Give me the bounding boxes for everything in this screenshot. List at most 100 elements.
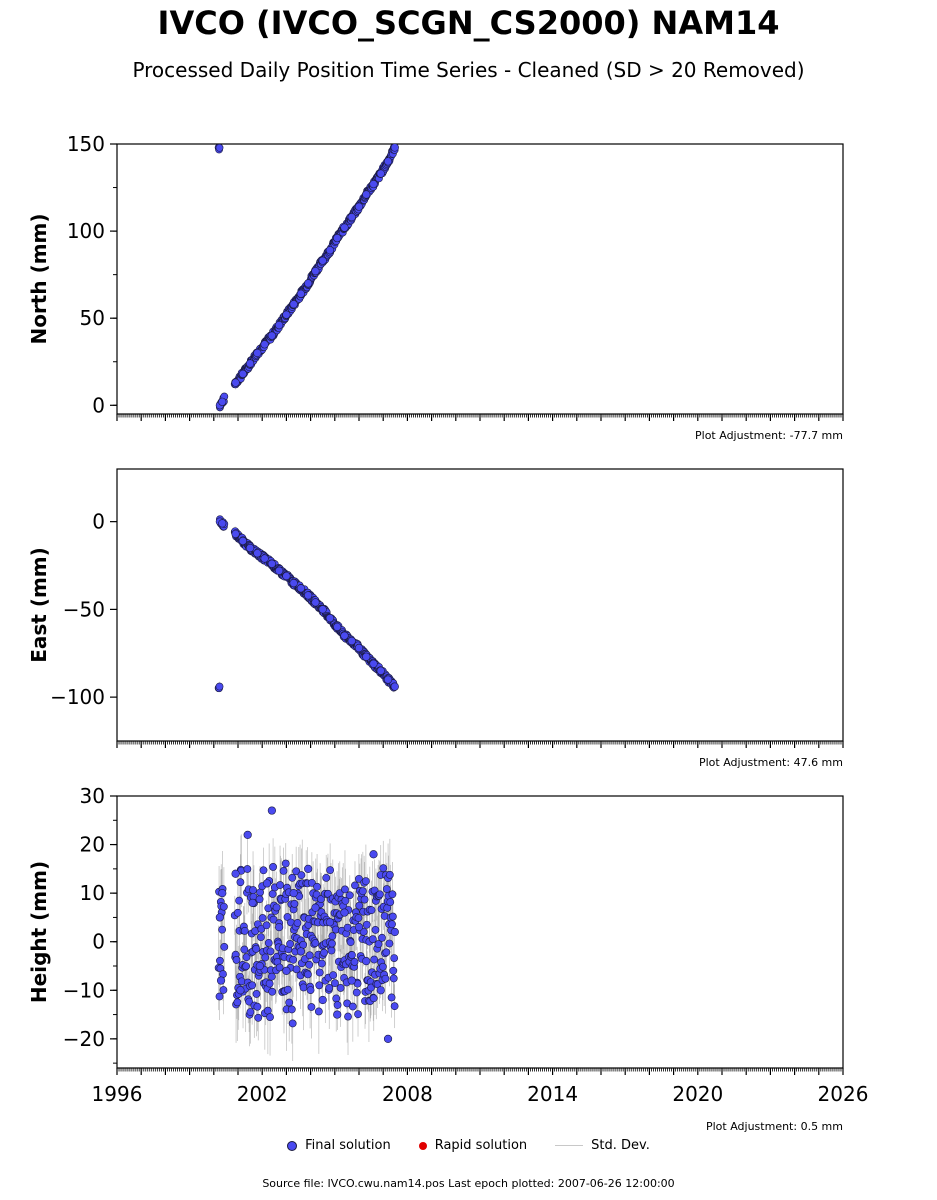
- final-solution-point: [233, 998, 242, 1007]
- final-solution-point: [361, 877, 370, 886]
- final-solution-point: [307, 1003, 316, 1011]
- legend-label-stddev: Std. Dev.: [591, 1138, 650, 1153]
- final-solution-point: [347, 976, 356, 985]
- rapid-solution-marker-icon: [418, 1141, 427, 1150]
- final-solution-point: [289, 889, 298, 898]
- final-solution-point: [345, 891, 354, 900]
- final-solution-point: [358, 887, 367, 896]
- final-solution-point: [382, 885, 391, 893]
- final-solution-point: [252, 990, 261, 998]
- final-solution-point: [388, 890, 397, 899]
- final-solution-point: [332, 994, 341, 1003]
- final-solution-point: [272, 903, 281, 912]
- height-ytick-label: 20: [80, 833, 105, 857]
- final-solution-point: [248, 981, 257, 990]
- final-solution-point: [275, 963, 284, 972]
- final-solution-point: [333, 622, 342, 632]
- final-solution-point: [260, 554, 269, 563]
- final-solution-point: [382, 948, 391, 957]
- final-solution-point: [376, 666, 385, 675]
- final-solution-point: [262, 879, 272, 888]
- final-solution-point: [235, 896, 244, 905]
- chart-title: IVCO (IVCO_SCGN_CS2000) NAM14: [157, 4, 780, 42]
- final-solution-point: [348, 1002, 357, 1011]
- chart-subtitle: Processed Daily Position Time Series - C…: [132, 58, 805, 82]
- north-ylabel: North (mm): [27, 213, 51, 344]
- final-solution-point: [383, 675, 393, 684]
- final-solution-point: [236, 878, 245, 887]
- final-solution-point: [296, 584, 306, 593]
- final-solution-point: [388, 912, 397, 921]
- height-ytick-label: −20: [63, 1027, 105, 1051]
- final-solution-point: [262, 921, 271, 930]
- final-solution-point: [261, 953, 270, 962]
- final-solution-point: [215, 913, 224, 922]
- final-solution-point: [317, 895, 325, 903]
- east-ytick-label: −50: [63, 597, 105, 621]
- final-solution-point: [304, 279, 313, 288]
- final-solution-point: [218, 519, 227, 528]
- height-ytick-label: −10: [63, 978, 105, 1002]
- final-solution-point: [290, 899, 299, 908]
- final-solution-point: [289, 300, 298, 309]
- final-solution-point: [340, 631, 349, 640]
- legend-item-rapid: Rapid solution: [418, 1138, 527, 1153]
- stddev-line-icon: [555, 1145, 584, 1146]
- final-solution-point: [281, 859, 290, 868]
- final-solution-point: [231, 529, 240, 539]
- final-solution-point: [369, 994, 378, 1003]
- final-solution-point: [282, 966, 291, 975]
- final-solution-point: [367, 983, 375, 992]
- final-solution-point: [279, 866, 288, 875]
- east-plot-adjustment: Plot Adjustment: 47.6 mm: [699, 756, 843, 769]
- north-axes-frame: [116, 143, 844, 415]
- final-solution-point: [267, 331, 276, 340]
- final-solution-point: [243, 830, 252, 839]
- height-plot-adjustment: Plot Adjustment: 0.5 mm: [706, 1120, 843, 1133]
- east-axes-frame: [116, 468, 844, 742]
- final-solution-point: [311, 267, 320, 276]
- final-solution-point: [390, 144, 399, 152]
- final-solution-point: [348, 951, 356, 959]
- final-solution-point: [354, 202, 364, 211]
- final-solution-point: [325, 614, 335, 623]
- final-solution-point: [253, 1002, 262, 1011]
- final-solution-point: [318, 995, 327, 1005]
- final-solution-point: [253, 348, 262, 358]
- final-solution-point: [238, 369, 247, 379]
- final-solution-point: [378, 962, 387, 971]
- final-solution-point: [369, 850, 378, 859]
- final-solution-point: [351, 881, 359, 890]
- final-solution-point: [232, 956, 241, 964]
- final-solution-point: [266, 947, 275, 956]
- final-solution-point: [304, 864, 313, 873]
- final-solution-point: [216, 956, 224, 965]
- final-solution-point: [289, 578, 298, 588]
- height-ytick-label: 10: [80, 881, 105, 905]
- final-solution-point: [374, 940, 383, 948]
- final-solution-point: [287, 1005, 296, 1014]
- height-xtick-label: 2020: [672, 1082, 723, 1106]
- height-xtick-label: 2002: [237, 1082, 288, 1106]
- final-solution-point: [245, 997, 254, 1006]
- final-solution-point: [367, 906, 376, 915]
- final-solution-point: [242, 962, 250, 971]
- north-plot-adjustment: Plot Adjustment: -77.7 mm: [695, 429, 843, 442]
- north-ytick-label: 150: [67, 132, 105, 156]
- final-solution-point: [296, 289, 306, 298]
- final-solution-point: [304, 970, 312, 979]
- final-solution-point: [307, 878, 316, 887]
- final-solution-point: [325, 983, 334, 992]
- final-solution-marker-icon: [287, 1140, 298, 1151]
- final-solution-point: [306, 986, 315, 995]
- height-ytick-label: 0: [92, 930, 105, 954]
- final-solution-point: [385, 870, 394, 879]
- final-solution-point: [305, 951, 314, 960]
- final-solution-point: [311, 903, 320, 912]
- final-solution-point: [354, 914, 363, 922]
- final-solution-point: [267, 972, 276, 981]
- final-solution-point: [288, 1019, 297, 1028]
- final-solution-point: [220, 942, 229, 951]
- legend-item-stddev: Std. Dev.: [555, 1138, 650, 1153]
